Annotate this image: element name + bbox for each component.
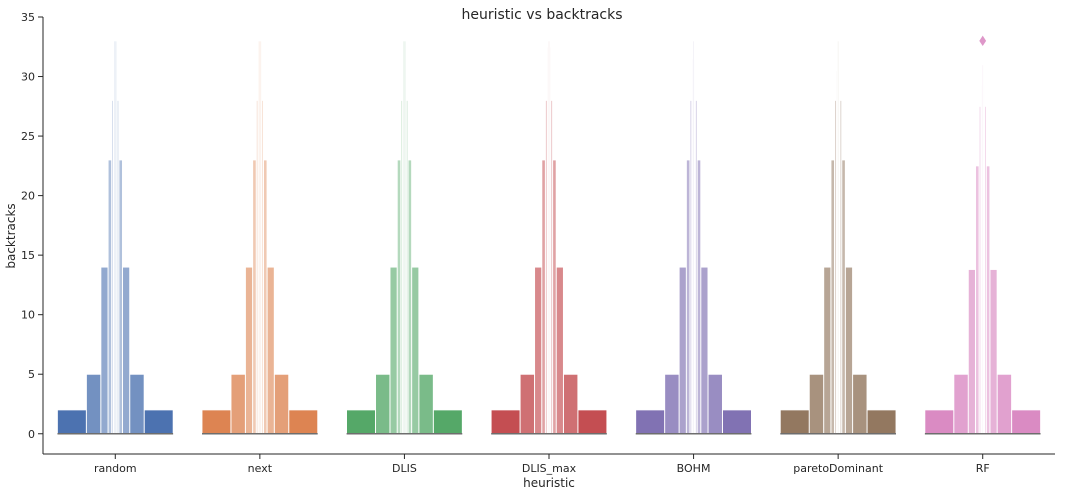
y-tick-label: 20 <box>21 190 35 203</box>
boxen-box-RF-level-7 <box>981 64 985 435</box>
x-tick-label: BOHM <box>677 462 711 475</box>
y-tick-label: 15 <box>21 249 35 262</box>
outlier-point-RF <box>979 35 987 47</box>
y-tick-label: 30 <box>21 71 35 84</box>
y-tick-label: 10 <box>21 309 35 322</box>
y-tick-label: 35 <box>21 11 35 24</box>
y-tick-label: 0 <box>28 428 35 441</box>
x-axis-ticks: random next DLIS DLIS_max BOHM paretoDominant… <box>94 454 990 475</box>
y-tick-label: 25 <box>21 130 35 143</box>
boxen-box-paretoDominant-level-7 <box>836 40 840 435</box>
x-tick-label: next <box>248 462 273 475</box>
x-tick-label: paretoDominant <box>793 462 883 475</box>
boxen-box-BOHM-level-7 <box>692 40 695 435</box>
x-tick-label: RF <box>976 462 990 475</box>
boxen-box-DLIS_max-level-7 <box>547 40 551 435</box>
x-tick-label: DLIS <box>392 462 417 475</box>
y-tick-label: 5 <box>28 368 35 381</box>
boxen-box-DLIS-level-6 <box>402 40 407 435</box>
y-axis-title: backtracks <box>4 203 18 268</box>
boxen-box-random-level-6 <box>112 40 118 435</box>
x-axis-title: heuristic <box>523 476 575 490</box>
boxen-box-next-level-6 <box>257 40 263 435</box>
plot-marks <box>57 35 1041 435</box>
x-tick-label: random <box>94 462 137 475</box>
x-tick-label: DLIS_max <box>522 462 577 475</box>
chart-title: heuristic vs backtracks <box>461 7 622 23</box>
y-axis-ticks: 0 5 10 15 20 25 30 35 <box>21 11 43 441</box>
